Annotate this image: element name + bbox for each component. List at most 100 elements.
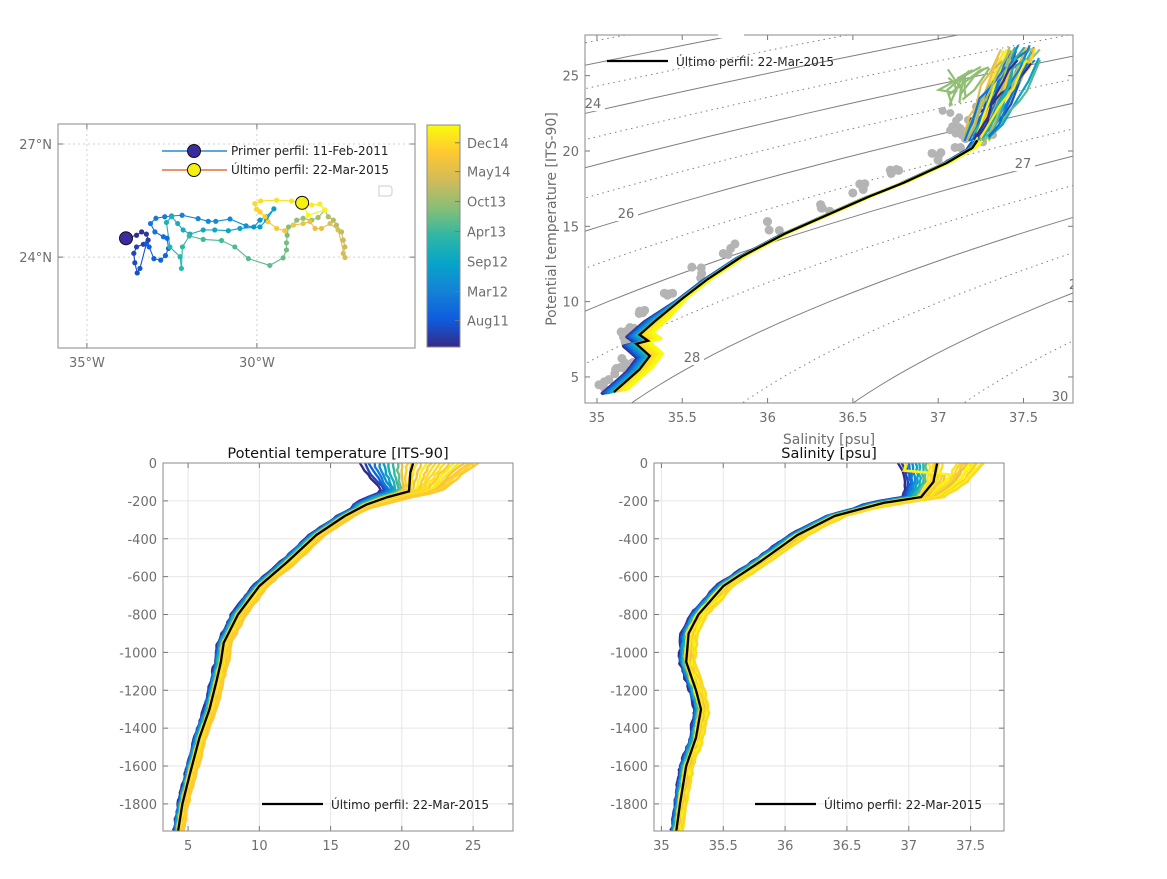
x-tick-label: 36.5: [832, 839, 861, 854]
x-tick-label: 37: [930, 411, 947, 426]
float-profile-line: [177, 463, 408, 830]
profile-position-marker: [254, 207, 259, 212]
float-profile-line: [179, 463, 412, 830]
profile-position-marker: [309, 202, 314, 207]
profile-position-marker: [322, 207, 327, 212]
colorbar-tick-label: Sep12: [467, 256, 508, 271]
y-tick-label: -1800: [119, 798, 157, 813]
float-profile-line: [670, 463, 905, 830]
profile-position-marker: [147, 244, 152, 249]
profile-position-marker: [271, 206, 276, 211]
historical-data-point: [817, 204, 826, 213]
x-tick-label: 35: [589, 411, 606, 426]
float-profile-line: [675, 463, 927, 830]
colorbar-tick-label: Apr13: [467, 226, 506, 241]
profile-position-marker: [181, 227, 186, 232]
float-profile-line: [175, 463, 387, 830]
y-tick-label: -600: [618, 571, 648, 586]
profile-position-marker: [301, 216, 306, 221]
x-tick-label: 37.5: [956, 839, 985, 854]
profile-position-marker: [153, 216, 158, 221]
x-tick-label: 36.5: [838, 411, 867, 426]
profile-position-marker: [206, 219, 211, 224]
y-tick-label: 20: [562, 145, 579, 160]
colorbar-tick-label: Mar12: [467, 286, 508, 301]
historical-data-point: [848, 188, 857, 197]
profile-position-marker: [267, 263, 272, 268]
colorbar-tick-label: Aug11: [467, 314, 509, 329]
profile-position-marker: [232, 244, 237, 249]
float-profile-line: [673, 463, 915, 830]
y-tick-label: 27°N: [19, 138, 52, 153]
x-tick-label: 30°W: [239, 356, 275, 371]
first-profile-marker: [120, 232, 133, 245]
profile-position-marker: [148, 221, 153, 226]
contour-label: 26: [618, 207, 635, 222]
historical-data-point: [860, 179, 869, 188]
y-tick-label: 0: [149, 457, 157, 472]
historical-data-point: [763, 217, 772, 226]
x-tick-label: 35.5: [668, 411, 697, 426]
historical-data-point: [640, 306, 649, 315]
y-tick-label: 10: [562, 296, 579, 311]
profile-position-marker: [237, 226, 242, 231]
profile-position-marker: [252, 201, 257, 206]
profile-position-marker: [179, 266, 184, 271]
profile-position-marker: [139, 229, 144, 234]
profile-position-marker: [132, 260, 137, 265]
profile-position-marker: [286, 224, 291, 229]
density-contour: [1049, 15, 1167, 422]
profile-position-marker: [342, 244, 347, 249]
float-profile-line: [673, 463, 918, 830]
profile-position-marker: [251, 224, 256, 229]
density-contour-dotted: [717, 15, 1167, 422]
float-profile-line: [175, 463, 388, 830]
historical-data-point: [600, 377, 609, 386]
colorbar-tick-label: Oct13: [467, 196, 506, 211]
float-profile-line: [672, 463, 911, 830]
profile-position-marker: [195, 216, 200, 221]
x-tick-label: 35°W: [69, 356, 105, 371]
y-tick-label: -1400: [119, 722, 157, 737]
x-tick-label: 36: [777, 839, 794, 854]
contour-label-bg: [1063, 275, 1085, 292]
last-profile-line: [178, 463, 413, 831]
historical-data-point: [946, 109, 954, 117]
profile-layer: [670, 463, 984, 831]
historical-data-point: [730, 239, 739, 248]
x-tick-label: 37.5: [1009, 411, 1038, 426]
profile-position-marker: [180, 244, 185, 249]
y-tick-label: -800: [127, 609, 157, 624]
profile-position-marker: [134, 244, 139, 249]
profile-position-marker: [336, 227, 341, 232]
float-profile-line: [672, 463, 912, 830]
profile-position-marker: [342, 255, 347, 260]
y-tick-label: -400: [127, 533, 157, 548]
float-profile-line: [176, 463, 392, 830]
profile-position-marker: [262, 214, 267, 219]
profile-position-marker: [227, 216, 232, 221]
y-tick-label: 25: [562, 70, 579, 85]
y-tick-label: 0: [640, 457, 648, 472]
contour-label: 27: [1015, 157, 1032, 172]
profile-position-marker: [294, 218, 299, 223]
float-profile-line: [176, 463, 396, 830]
colorbar: [427, 125, 460, 347]
float-profile-line: [177, 463, 399, 830]
float-profile-line: [674, 463, 930, 830]
historical-data-point: [765, 226, 774, 235]
profile-position-marker: [169, 214, 174, 219]
x-tick-label: 36: [759, 411, 776, 426]
legend-marker: [188, 164, 201, 177]
profile-position-marker: [213, 219, 218, 224]
last-profile-marker: [296, 196, 309, 209]
profile-position-marker: [266, 219, 271, 224]
historical-data-point: [952, 117, 960, 125]
y-tick-label: -200: [127, 495, 157, 510]
profile-position-marker: [257, 218, 262, 223]
legend-label: Último perfil: 22-Mar-2015: [231, 162, 389, 177]
contour-label: 28: [684, 351, 701, 366]
